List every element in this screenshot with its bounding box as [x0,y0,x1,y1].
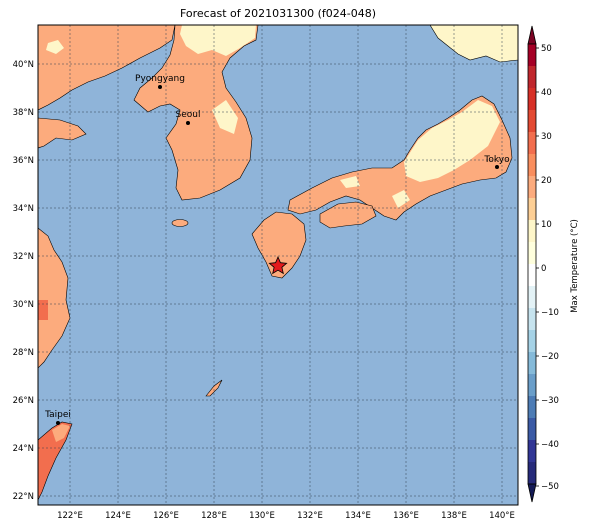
land-hokkaido [429,25,518,63]
warm-zone-zhejiang [38,300,48,320]
lon-label: 140°E [489,511,515,521]
lat-label: 28°N [13,348,34,358]
land-korea [133,25,259,201]
land-shikoku [319,201,377,229]
map-title: Forecast of 2021031300 (f024-048) [179,7,377,20]
city-label-taipei: Taipei [44,410,71,420]
city-dot-tokyo [495,165,499,169]
lon-label: 136°E [393,511,419,521]
lat-label: 40°N [13,60,34,70]
lon-label: 122°E [57,511,83,521]
lat-label: 30°N [13,300,34,310]
colorbar-swatch [528,352,536,374]
cool-zone-korea-mountains [212,100,238,134]
lon-label: 138°E [441,511,467,521]
colorbar-swatch [528,418,536,440]
colorbar-swatch [528,88,536,110]
colorbar-tick-label: 50 [541,44,552,54]
city-dot-taipei [56,421,60,425]
colorbar-min-arrow [527,483,537,503]
lat-label: 32°N [13,252,34,262]
graticule [38,25,518,505]
colorbar-swatch [528,264,536,286]
lon-label: 130°E [249,511,275,521]
colorbar-tick-label: −30 [541,396,559,406]
lon-label: 128°E [201,511,227,521]
city-label-seoul: Seoul [176,110,201,120]
colorbar-tick-label: 20 [541,176,552,186]
city-dot-seoul [186,121,190,125]
land-okinawa [205,379,223,397]
colorbar-swatch [528,396,536,418]
colorbar-tick-label: −40 [541,440,559,450]
lat-label: 38°N [13,108,34,118]
colorbar-frame [527,43,537,485]
latitude-axis: 40°N 38°N 36°N 34°N 32°N 30°N 28°N 26°N … [13,60,34,502]
land-china-east-coast [38,227,71,369]
colorbar-tick-label: 30 [541,132,552,142]
location-star-marker [268,255,288,275]
colorbar: 50 40 30 20 10 0 −10 −20 −30 −40 −50 Max… [527,25,580,503]
land-kyushu [251,211,307,279]
colorbar-tick-label: −50 [541,482,559,492]
colorbar-swatch [528,462,536,484]
colorbar-swatch [528,330,536,352]
colorbar-ticks [536,47,539,487]
map-panel: Pyongyang Seoul Tokyo Taipei [38,25,518,505]
city-label-pyongyang: Pyongyang [135,74,185,84]
warm-zone-liaoning [46,40,64,54]
lat-label: 24°N [13,444,34,454]
colorbar-swatch [528,242,536,264]
colorbar-swatch [528,374,536,396]
colorbar-swatch [528,66,536,88]
cool-zone-central-japan [392,190,410,208]
colorbar-tick-label: −20 [541,352,559,362]
colorbar-swatch [528,440,536,462]
colorbar-swatch [528,110,536,132]
colorbar-swatch [528,44,536,66]
colorbar-swatch [528,132,536,154]
land-shandong [38,117,87,149]
colorbar-max-arrow [527,25,537,45]
lon-label: 124°E [105,511,131,521]
lat-label: 26°N [13,396,34,406]
colorbar-swatch [528,220,536,242]
land-jeju [171,219,189,227]
colorbar-tick-label: 10 [541,220,552,230]
colorbar-swatch [528,308,536,330]
colorbar-swatch [528,198,536,220]
colorbar-swatch [528,286,536,308]
mild-zone-taiwan [52,424,70,442]
colorbar-tick-label: −10 [541,308,559,318]
lon-label: 132°E [297,511,323,521]
land-china-northeast [38,25,176,111]
colorbar-tick-label: 0 [541,264,546,274]
lat-label: 34°N [13,204,34,214]
map-frame [37,24,519,506]
colorbar-swatch [528,176,536,198]
lat-label: 22°N [13,492,34,502]
colorbar-tick-label: 40 [541,88,552,98]
lon-label: 134°E [345,511,371,521]
colorbar-label: Max Temperature (°C) [570,219,580,313]
cool-zone-north-korea [180,25,256,56]
lon-label: 126°E [153,511,179,521]
city-dot-pyongyang [158,85,162,89]
city-label-tokyo: Tokyo [483,155,510,165]
longitude-axis: 122°E 124°E 126°E 128°E 130°E 132°E 134°… [57,511,515,521]
lat-label: 36°N [13,156,34,166]
cool-zone-chugoku [340,176,360,188]
cool-zone-honshu [404,100,500,182]
colorbar-swatch [528,154,536,176]
